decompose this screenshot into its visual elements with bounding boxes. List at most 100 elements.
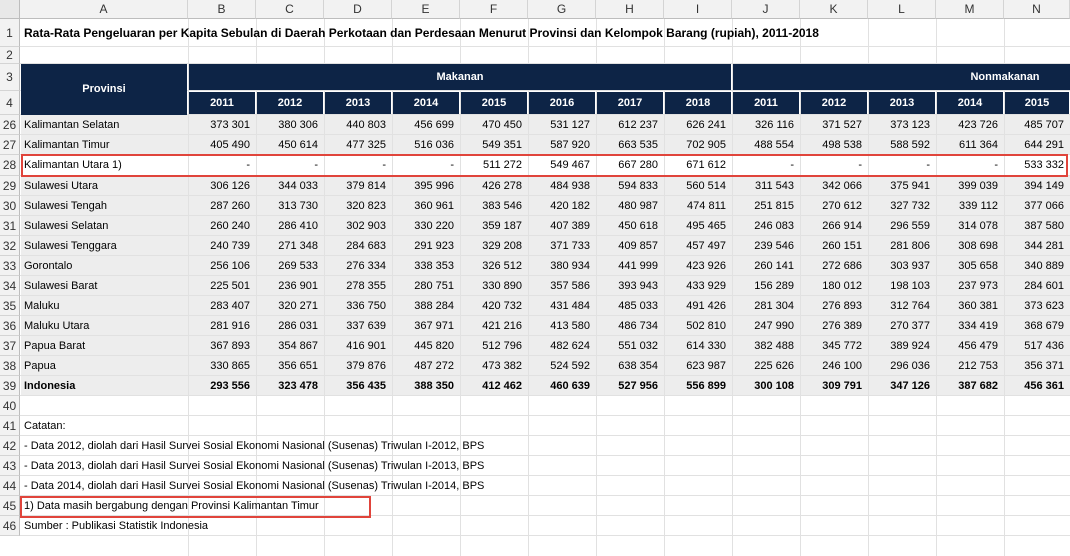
value-cell: - bbox=[450, 159, 454, 171]
column-header-m[interactable]: M bbox=[936, 0, 1004, 19]
table-cell-bg bbox=[189, 296, 256, 315]
column-header-a[interactable]: A bbox=[20, 0, 188, 19]
value-cell: 339 112 bbox=[959, 200, 998, 212]
value-cell: 311 543 bbox=[755, 180, 794, 192]
column-header-c[interactable]: C bbox=[256, 0, 324, 19]
province-name: Kalimantan Utara 1) bbox=[24, 159, 122, 171]
value-cell: 326 512 bbox=[482, 260, 522, 272]
table-cell-bg bbox=[869, 135, 936, 154]
year-header-makanan: 2017 bbox=[617, 97, 643, 109]
column-header-f[interactable]: F bbox=[460, 0, 528, 19]
select-all-corner[interactable] bbox=[0, 0, 20, 19]
value-cell: 334 419 bbox=[958, 320, 998, 332]
column-header-h[interactable]: H bbox=[596, 0, 664, 19]
row-header-38[interactable]: 38 bbox=[0, 356, 20, 376]
row-header-2[interactable]: 2 bbox=[0, 47, 20, 64]
column-header-g[interactable]: G bbox=[528, 0, 596, 19]
province-name: Papua bbox=[24, 360, 56, 372]
row-header-32[interactable]: 32 bbox=[0, 236, 20, 256]
table-cell-bg bbox=[733, 376, 800, 395]
table-cell-bg bbox=[21, 336, 188, 355]
table-cell-bg bbox=[937, 336, 1004, 355]
row-header-27[interactable]: 27 bbox=[0, 135, 20, 155]
row-header-28[interactable]: 28 bbox=[0, 155, 20, 176]
province-name: Sulawesi Tengah bbox=[24, 200, 107, 212]
row-header-42[interactable]: 42 bbox=[0, 436, 20, 456]
value-cell: 260 141 bbox=[754, 260, 794, 272]
table-cell-bg bbox=[665, 276, 732, 295]
row-header-44[interactable]: 44 bbox=[0, 476, 20, 496]
table-cell-bg bbox=[189, 196, 256, 215]
column-header-i[interactable]: I bbox=[664, 0, 732, 19]
column-header-l[interactable]: L bbox=[868, 0, 936, 19]
table-cell-bg bbox=[665, 296, 732, 315]
value-cell: 276 389 bbox=[822, 320, 862, 332]
value-cell: - bbox=[926, 159, 930, 171]
row-header-40[interactable]: 40 bbox=[0, 396, 20, 416]
table-cell-bg bbox=[529, 155, 596, 175]
table-cell-bg bbox=[869, 356, 936, 375]
row-header-37[interactable]: 37 bbox=[0, 336, 20, 356]
value-cell: 347 126 bbox=[890, 380, 930, 392]
column-header-j[interactable]: J bbox=[732, 0, 800, 19]
row-header-31[interactable]: 31 bbox=[0, 216, 20, 236]
value-cell: 296 036 bbox=[890, 360, 930, 372]
value-cell: 440 803 bbox=[346, 119, 386, 131]
row-header-3[interactable]: 3 bbox=[0, 64, 20, 91]
row-header-4[interactable]: 4 bbox=[0, 91, 20, 115]
column-header-e[interactable]: E bbox=[392, 0, 460, 19]
row-header-41[interactable]: 41 bbox=[0, 416, 20, 436]
column-header-k[interactable]: K bbox=[800, 0, 868, 19]
table-cell-bg bbox=[461, 155, 528, 175]
value-cell: 329 208 bbox=[482, 240, 522, 252]
table-cell-bg bbox=[801, 155, 868, 175]
value-cell: 260 151 bbox=[822, 240, 862, 252]
gridline-vertical bbox=[596, 19, 597, 556]
gridline-vertical bbox=[188, 19, 189, 556]
province-name: Gorontalo bbox=[24, 260, 73, 272]
table-cell-bg bbox=[937, 296, 1004, 315]
row-header-45[interactable]: 45 bbox=[0, 496, 20, 516]
gridline-vertical bbox=[664, 19, 665, 556]
column-header-n[interactable]: N bbox=[1004, 0, 1070, 19]
row-header-43[interactable]: 43 bbox=[0, 456, 20, 476]
value-cell: 377 066 bbox=[1024, 200, 1064, 212]
row-header-36[interactable]: 36 bbox=[0, 316, 20, 336]
table-cell-bg bbox=[869, 216, 936, 235]
value-cell: 473 382 bbox=[482, 360, 522, 372]
row-header-46[interactable]: 46 bbox=[0, 516, 20, 536]
gridline-horizontal bbox=[20, 375, 1070, 376]
value-cell: 281 304 bbox=[754, 300, 794, 312]
table-cell-bg bbox=[937, 216, 1004, 235]
row-header-35[interactable]: 35 bbox=[0, 296, 20, 316]
column-header-b[interactable]: B bbox=[188, 0, 256, 19]
table-cell-bg bbox=[257, 216, 324, 235]
gridline-horizontal bbox=[20, 335, 1070, 336]
year-header-makanan: 2011 bbox=[210, 97, 234, 109]
value-cell: 379 814 bbox=[346, 180, 386, 192]
table-cell-bg bbox=[393, 176, 460, 195]
row-header-34[interactable]: 34 bbox=[0, 276, 20, 296]
row-header-1[interactable]: 1 bbox=[0, 19, 20, 47]
row-header-29[interactable]: 29 bbox=[0, 176, 20, 196]
note-catatan: Catatan: bbox=[24, 420, 66, 432]
column-header-d[interactable]: D bbox=[324, 0, 392, 19]
value-cell: 423 726 bbox=[958, 119, 998, 131]
value-cell: 308 698 bbox=[958, 240, 998, 252]
value-cell: 327 732 bbox=[890, 200, 930, 212]
table-cell-bg bbox=[733, 236, 800, 255]
row-header-33[interactable]: 33 bbox=[0, 256, 20, 276]
row-header-26[interactable]: 26 bbox=[0, 115, 20, 135]
row-header-39[interactable]: 39 bbox=[0, 376, 20, 396]
row-header-30[interactable]: 30 bbox=[0, 196, 20, 216]
table-cell-bg bbox=[189, 376, 256, 395]
table-cell-bg bbox=[1005, 135, 1070, 154]
table-cell-bg bbox=[665, 216, 732, 235]
note-n2: - Data 2013, diolah dari Hasil Survei So… bbox=[24, 460, 485, 472]
value-cell: 270 377 bbox=[890, 320, 930, 332]
table-cell-bg bbox=[393, 236, 460, 255]
value-cell: 456 699 bbox=[414, 119, 454, 131]
year-header-bg bbox=[529, 92, 595, 114]
table-cell-bg bbox=[1005, 115, 1070, 134]
